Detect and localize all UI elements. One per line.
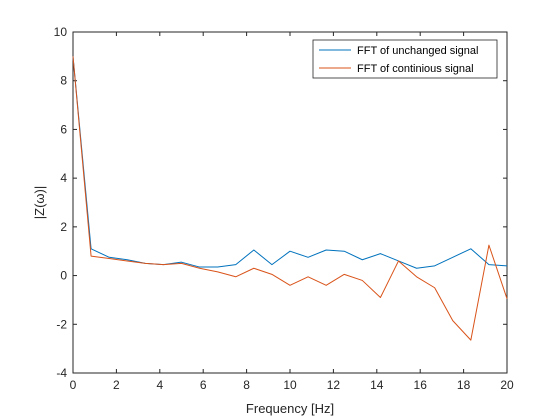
x-tick-label: 18: [457, 378, 471, 392]
y-tick-label: -4: [56, 366, 67, 380]
legend-label-continious: FFT of continious signal: [357, 63, 474, 75]
legend: FFT of unchanged signal FFT of continiou…: [312, 39, 498, 79]
x-tick-label: 0: [70, 378, 77, 392]
series-line-continious: [72, 56, 508, 341]
y-tick-label: 10: [54, 25, 68, 39]
x-tick-label: 2: [113, 378, 120, 392]
x-tick-label: 4: [156, 378, 163, 392]
x-tick-label: 12: [327, 378, 341, 392]
plot-area-box: [72, 31, 508, 374]
y-axis-label: |Z(ω)|: [32, 186, 47, 220]
x-tick-label: 20: [500, 378, 514, 392]
y-tick-label: 6: [60, 122, 67, 136]
ticks: 0 2 4 6 8 10 12 14 16 18 20 -4 -2 0 2 4 6 8 10: [54, 25, 514, 392]
x-tick-label: 6: [200, 378, 207, 392]
legend-label-unchanged: FFT of unchanged signal: [357, 45, 478, 57]
x-tick-label: 10: [283, 378, 297, 392]
y-tick-label: 4: [60, 171, 67, 185]
x-tick-label: 14: [370, 378, 384, 392]
x-axis-label: Frequency [Hz]: [246, 401, 334, 416]
y-tick-label: 2: [60, 220, 67, 234]
axes: [72, 31, 508, 374]
series-lines: [72, 56, 508, 341]
y-tick-label: -2: [56, 317, 67, 331]
x-tick-label: 8: [243, 378, 250, 392]
y-tick-label: 0: [60, 269, 67, 283]
x-tick-label: 16: [414, 378, 428, 392]
legend-box: [312, 39, 498, 79]
y-tick-label: 8: [60, 74, 67, 88]
